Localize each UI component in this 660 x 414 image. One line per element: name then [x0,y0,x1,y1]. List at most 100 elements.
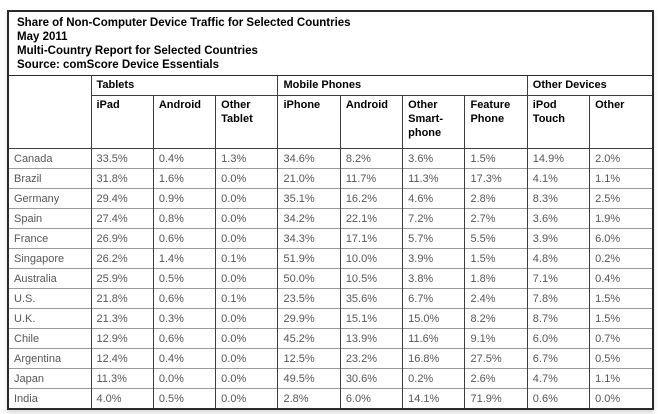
column-header-iphone: iPhone [277,95,341,149]
value-cell: 2.4% [464,288,528,309]
table-row: U.K. 21.3% 0.3% 0.0% 29.9% 15.1% 15.0% 8.2% 8.7… [9,308,652,329]
column-header-row: iPad Android Other Tablet iPhone Android… [9,95,652,149]
value-cell: 0.0% [152,368,216,389]
value-cell: 29.4% [90,188,154,209]
value-cell: 8.7% [526,308,590,329]
value-cell: 3.9% [402,248,465,269]
value-cell: 0.4% [152,148,216,169]
value-cell: 21.8% [90,288,154,309]
column-header-ipod-touch: iPod Touch [526,95,590,149]
value-cell: 4.1% [526,168,590,189]
value-cell: 1.8% [464,268,528,289]
value-cell: 0.0% [215,348,278,369]
value-cell: 3.6% [402,148,465,169]
column-header-other-device: Other [589,95,652,149]
value-cell: 2.8% [277,388,341,408]
value-cell: 0.0% [215,368,278,389]
value-cell: 10.0% [339,248,403,269]
table-row: Brazil 31.8% 1.6% 0.0% 21.0% 11.7% 11.3% 17.3%… [9,168,652,189]
value-cell: 15.1% [339,308,403,329]
value-cell: 71.9% [464,388,528,408]
country-cell: India [9,388,91,408]
value-cell: 34.3% [277,228,341,249]
value-cell: 1.9% [589,208,652,229]
value-cell: 2.6% [464,368,528,389]
table-body: Canada 33.5% 0.4% 1.3% 34.6% 8.2% 3.6% 1.5% 14.… [9,148,652,408]
value-cell: 0.4% [589,268,652,289]
value-cell: 2.5% [589,188,652,209]
country-cell: Chile [9,328,91,349]
column-header-other-smartphone: Other Smart- phone [402,95,465,149]
value-cell: 8.2% [464,308,528,329]
report-source: Source: comScore Device Essentials [17,59,219,71]
value-cell: 0.8% [152,208,216,229]
value-cell: 4.7% [526,368,590,389]
value-cell: 0.2% [589,248,652,269]
value-cell: 3.6% [526,208,590,229]
value-cell: 34.6% [277,148,341,169]
value-cell: 1.1% [589,368,652,389]
value-cell: 1.6% [152,168,216,189]
value-cell: 0.6% [152,288,216,309]
value-cell: 6.0% [526,328,590,349]
group-header-other-devices: Other Devices [526,76,652,96]
value-cell: 1.1% [589,168,652,189]
value-cell: 17.1% [339,228,403,249]
value-cell: 1.4% [152,248,216,269]
value-cell: 5.7% [402,228,465,249]
value-cell: 0.2% [402,368,465,389]
value-cell: 8.3% [526,188,590,209]
value-cell: 27.5% [464,348,528,369]
value-cell: 1.5% [589,308,652,329]
value-cell: 0.3% [152,308,216,329]
value-cell: 13.9% [339,328,403,349]
value-cell: 0.1% [215,248,278,269]
report-sheet: Share of Non-Computer Device Traffic for… [7,10,654,410]
report-subtitle: Multi-Country Report for Selected Countr… [17,45,258,57]
value-cell: 0.6% [152,328,216,349]
table-row: Spain 27.4% 0.8% 0.0% 34.2% 22.1% 7.2% 2.7% 3.6… [9,208,652,229]
value-cell: 0.5% [152,388,216,408]
value-cell: 0.1% [215,288,278,309]
value-cell: 6.7% [402,288,465,309]
value-cell: 45.2% [277,328,341,349]
value-cell: 10.5% [339,268,403,289]
value-cell: 5.5% [464,228,528,249]
table-row: France 26.9% 0.6% 0.0% 34.3% 17.1% 5.7% 5.5% 3.… [9,228,652,249]
group-header-tablets: Tablets [90,76,278,96]
value-cell: 11.3% [402,168,465,189]
value-cell: 8.2% [339,148,403,169]
group-header-row: Tablets Mobile Phones Other Devices [9,76,652,149]
value-cell: 0.9% [152,188,216,209]
value-cell: 0.0% [215,268,278,289]
table-row: Canada 33.5% 0.4% 1.3% 34.6% 8.2% 3.6% 1.5% 14.… [9,148,652,169]
value-cell: 51.9% [277,248,341,269]
value-cell: 6.0% [589,228,652,249]
column-header-android-phone: Android [339,95,403,149]
value-cell: 0.0% [215,188,278,209]
value-cell: 25.9% [90,268,154,289]
value-cell: 0.0% [589,388,652,408]
value-cell: 0.5% [589,348,652,369]
value-cell: 6.7% [526,348,590,369]
value-cell: 2.0% [589,148,652,169]
value-cell: 22.1% [339,208,403,229]
value-cell: 0.7% [589,328,652,349]
value-cell: 7.8% [526,288,590,309]
value-cell: 31.8% [90,168,154,189]
value-cell: 14.9% [526,148,590,169]
value-cell: 7.1% [526,268,590,289]
value-cell: 2.8% [464,188,528,209]
value-cell: 1.3% [215,148,278,169]
value-cell: 1.5% [464,148,528,169]
country-cell: Australia [9,268,91,289]
data-table: Tablets Mobile Phones Other Devices iPad… [9,76,652,408]
value-cell: 49.5% [277,368,341,389]
value-cell: 16.8% [402,348,465,369]
value-cell: 11.7% [339,168,403,189]
value-cell: 17.3% [464,168,528,189]
value-cell: 21.0% [277,168,341,189]
value-cell: 2.7% [464,208,528,229]
value-cell: 29.9% [277,308,341,329]
value-cell: 16.2% [339,188,403,209]
